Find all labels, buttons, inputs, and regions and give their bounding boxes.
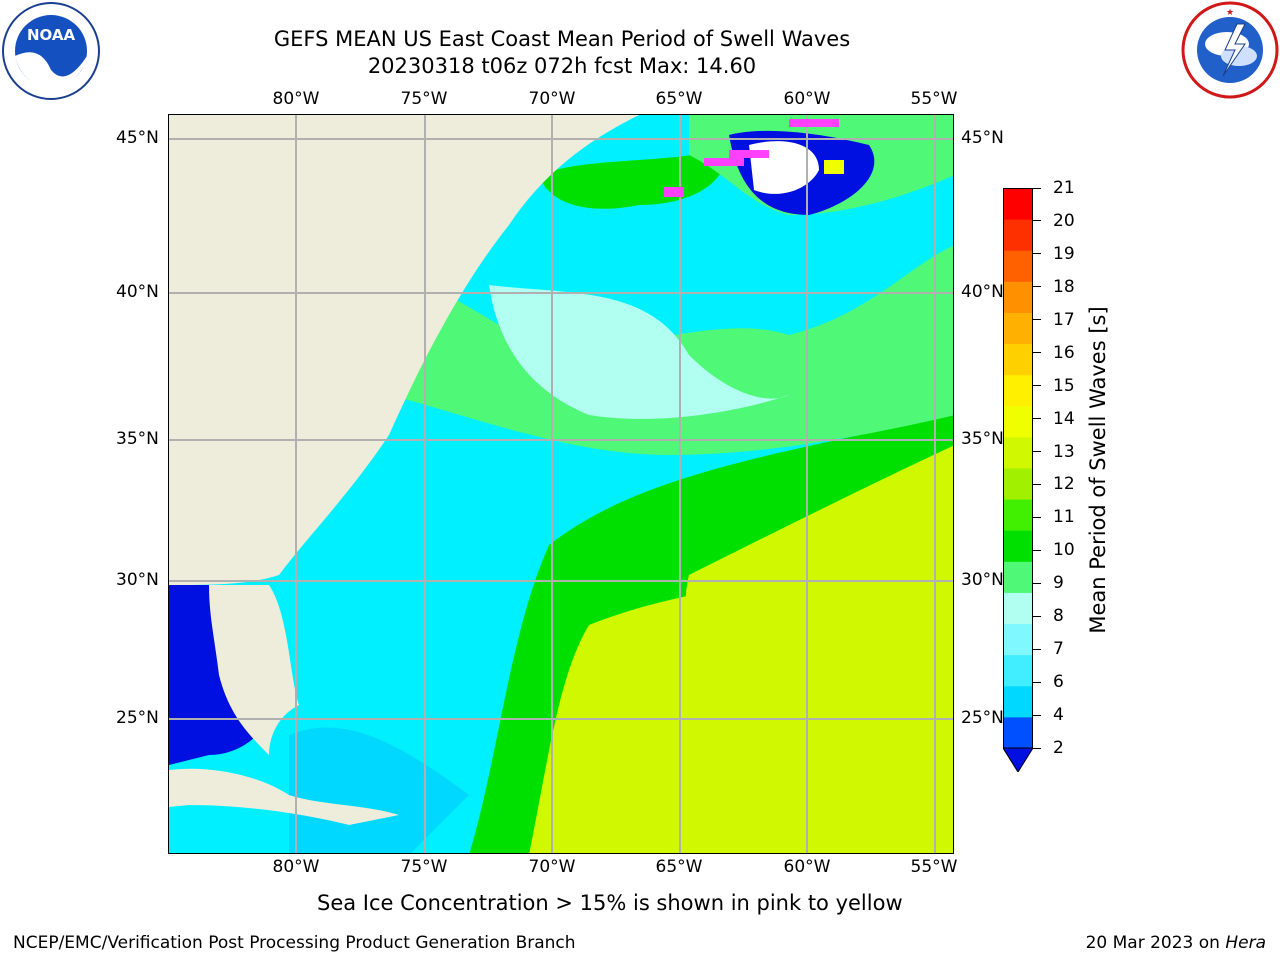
colorbar-tick-mark <box>1033 253 1041 255</box>
colorbar-tick-label: 16 <box>1053 342 1075 363</box>
colorbar-segment <box>1003 716 1033 749</box>
colorbar-segment <box>1003 530 1033 562</box>
colorbar-outline <box>1003 188 1033 749</box>
colorbar-tick-mark <box>1033 483 1041 485</box>
lon-label-top: 75°W <box>400 89 448 109</box>
colorbar-segment <box>1003 374 1033 407</box>
nws-logo-icon: ★ <box>1181 1 1279 99</box>
colorbar-tick-mark <box>1033 385 1041 387</box>
lat-label-left: 35°N <box>116 429 159 449</box>
lat-label-right: 45°N <box>961 128 1004 148</box>
colorbar-segment <box>1003 592 1033 625</box>
colorbar-segment <box>1003 343 1033 376</box>
colorbar-tick-label: 10 <box>1053 540 1075 561</box>
svg-text:★: ★ <box>1226 8 1234 18</box>
lon-label-top: 80°W <box>272 89 320 109</box>
colorbar-tick-mark <box>1033 319 1041 321</box>
lat-label-right: 35°N <box>961 429 1004 449</box>
sea-ice-note: Sea Ice Concentration > 15% is shown in … <box>317 891 903 915</box>
colorbar-tick-label: 20 <box>1053 210 1075 231</box>
lon-label-bottom: 80°W <box>272 857 320 877</box>
lat-label-left: 30°N <box>116 570 159 590</box>
colorbar-segment <box>1003 654 1033 687</box>
colorbar-tick-mark <box>1033 286 1041 288</box>
lon-label-bottom: 60°W <box>783 857 831 877</box>
colorbar-segment <box>1003 281 1033 313</box>
map-panel <box>168 114 954 854</box>
colorbar-segment <box>1003 468 1033 500</box>
colorbar-tick-label: 21 <box>1053 178 1075 198</box>
lat-label-right: 25°N <box>961 708 1004 728</box>
colorbar-tick-mark <box>1033 516 1041 518</box>
colorbar-tick-mark <box>1033 352 1041 354</box>
colorbar-extend-arrow <box>1003 747 1033 772</box>
colorbar-segment <box>1003 250 1033 282</box>
colorbar-label: Mean Period of Swell Waves [s] <box>1086 306 1110 634</box>
lon-label-bottom: 55°W <box>910 857 958 877</box>
footer-date-text: 20 Mar 2023 on <box>1085 933 1220 953</box>
colorbar <box>1003 188 1033 772</box>
colorbar-tick-label: 2 <box>1053 738 1064 758</box>
colorbar-tick-label: 11 <box>1053 507 1075 528</box>
colorbar-tick-label: 12 <box>1053 474 1075 495</box>
colorbar-segment <box>1003 499 1033 531</box>
colorbar-segment <box>1003 685 1033 718</box>
noaa-logo-text: NOAA <box>27 26 76 44</box>
colorbar-segment <box>1003 561 1033 593</box>
swell-period-map <box>169 115 953 853</box>
colorbar-segment <box>1003 219 1033 251</box>
colorbar-tick-label: 15 <box>1053 375 1075 396</box>
lon-label-bottom: 70°W <box>528 857 576 877</box>
colorbar-tick-mark <box>1033 648 1041 650</box>
lon-label-top: 70°W <box>528 89 576 109</box>
lat-label-left: 40°N <box>116 282 159 302</box>
colorbar-tick-mark <box>1033 681 1041 683</box>
colorbar-segment <box>1003 405 1033 438</box>
colorbar-tick-mark <box>1033 418 1041 420</box>
chart-subtitle: 20230318 t06z 072h fcst Max: 14.60 <box>367 54 757 78</box>
lat-label-left: 25°N <box>116 708 159 728</box>
lon-label-top: 55°W <box>910 89 958 109</box>
colorbar-segment <box>1003 436 1033 469</box>
colorbar-tick-mark <box>1033 220 1041 222</box>
colorbar-tick-mark <box>1033 582 1041 584</box>
colorbar-tick-mark <box>1033 549 1041 551</box>
lat-label-right: 30°N <box>961 570 1004 590</box>
footer-credit: NCEP/EMC/Verification Post Processing Pr… <box>13 933 576 953</box>
colorbar-tick-label: 17 <box>1053 309 1075 330</box>
colorbar-tick-mark <box>1033 747 1041 749</box>
graticule <box>169 115 953 853</box>
colorbar-segment <box>1003 623 1033 656</box>
colorbar-tick-label: 14 <box>1053 408 1075 429</box>
colorbar-tick-label: 19 <box>1053 243 1075 264</box>
colorbar-tick-mark <box>1033 187 1041 189</box>
sea-ice-cells <box>664 119 839 197</box>
footer-machine: Hera <box>1225 933 1266 953</box>
lon-label-bottom: 65°W <box>655 857 703 877</box>
lat-label-right: 40°N <box>961 282 1004 302</box>
colorbar-tick-label: 13 <box>1053 441 1075 462</box>
colorbar-segment <box>1003 188 1033 220</box>
chart-title: GEFS MEAN US East Coast Mean Period of S… <box>273 27 851 51</box>
colorbar-tick-label: 4 <box>1053 705 1064 726</box>
colorbar-tick-label: 7 <box>1053 639 1064 660</box>
colorbar-tick-mark <box>1033 615 1041 617</box>
noaa-logo-icon: NOAA <box>2 2 100 100</box>
colorbar-tick-label: 6 <box>1053 672 1064 693</box>
lon-label-top: 60°W <box>783 89 831 109</box>
colorbar-tick-label: 8 <box>1053 606 1064 627</box>
colorbar-tick-label: 9 <box>1053 573 1064 594</box>
colorbar-tick-label: 18 <box>1053 276 1075 297</box>
footer-date: 20 Mar 2023 on Hera <box>1086 933 1266 953</box>
colorbar-segment <box>1003 312 1033 345</box>
lon-label-top: 65°W <box>655 89 703 109</box>
lon-label-bottom: 75°W <box>400 857 448 877</box>
colorbar-tick-mark <box>1033 451 1041 453</box>
colorbar-tick-mark <box>1033 714 1041 716</box>
lat-label-left: 45°N <box>116 128 159 148</box>
